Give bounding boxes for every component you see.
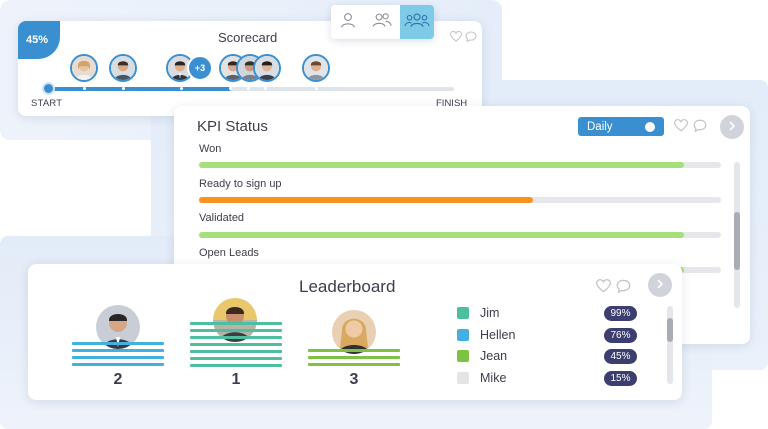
progress-badge: 45% [18, 21, 60, 59]
progress-start-knob [42, 82, 55, 95]
avatar[interactable] [253, 54, 281, 82]
leaderboard-legend-item[interactable]: Hellen [457, 328, 515, 342]
podium-rank: 3 [349, 371, 359, 388]
kpi-bar-fill [199, 232, 685, 238]
legend-percent-badge: 15% [604, 371, 637, 386]
leaderboard-scrollbar[interactable] [667, 306, 673, 384]
podium-rank: 2 [113, 371, 123, 388]
podium-stripe [72, 363, 164, 366]
comment-icon[interactable] [465, 31, 477, 42]
comment-icon[interactable] [693, 119, 707, 132]
daily-toggle[interactable]: Daily [578, 117, 664, 136]
legend-swatch [457, 372, 469, 384]
scorecard-actions [450, 31, 477, 42]
legend-name: Mike [480, 371, 507, 385]
kpi-row-label: Validated [199, 212, 245, 224]
podium-rank: 1 [231, 371, 241, 388]
kpi-bar [199, 232, 721, 238]
leaderboard-title: Leaderboard [299, 277, 396, 296]
kpi-row-label: Won [199, 143, 222, 155]
legend-name: Jim [480, 306, 500, 320]
podium-stripe [190, 350, 282, 353]
heart-icon[interactable] [674, 119, 688, 132]
podium-stripe [190, 343, 282, 346]
leaderboard-scrollbar-thumb[interactable] [667, 318, 673, 342]
leaderboard-legend-item[interactable]: Jean [457, 349, 507, 363]
team-view-button[interactable] [399, 5, 434, 39]
start-label: START [31, 98, 63, 109]
podium-stripe [190, 364, 282, 367]
two-users-view-button[interactable] [365, 5, 399, 39]
legend-swatch [457, 350, 469, 362]
team-icon [404, 11, 430, 34]
leaderboard-legend-item[interactable]: Mike [457, 371, 506, 385]
milestone-dot [122, 87, 125, 90]
finish-label: FINISH [436, 98, 468, 109]
legend-percent-badge: 45% [604, 349, 637, 364]
chevron-right-icon [655, 276, 665, 294]
podium-avatar-rank-3[interactable] [332, 310, 376, 354]
kpi-row-label: Open Leads [199, 247, 259, 259]
heart-icon[interactable] [596, 279, 611, 293]
kpi-next-button[interactable] [720, 115, 744, 139]
avatar[interactable] [109, 54, 137, 82]
podium-stripe [72, 356, 164, 359]
podium-stripe [190, 322, 282, 325]
kpi-bar [199, 197, 721, 203]
more-participants-badge[interactable]: +3 [187, 55, 213, 81]
leaderboard-next-button[interactable] [648, 273, 672, 297]
kpi-scrollbar[interactable] [734, 162, 740, 308]
milestone-dot [264, 87, 267, 90]
legend-swatch [457, 329, 469, 341]
leaderboard-card: Leaderboard 2 1 3 Jim 9 [28, 264, 682, 400]
milestone-dot [83, 87, 86, 90]
podium-stripe [308, 363, 400, 366]
podium-stripe [308, 356, 400, 359]
kpi-scrollbar-thumb[interactable] [734, 212, 740, 270]
podium-avatar-rank-2[interactable] [96, 305, 140, 349]
kpi-row-label: Ready to sign up [199, 178, 282, 190]
kpi-actions [674, 119, 707, 132]
milestone-dot [180, 87, 183, 90]
kpi-bar-fill [199, 197, 534, 203]
two-users-icon [371, 11, 393, 34]
progress-track [48, 87, 454, 91]
podium-stripe [190, 357, 282, 360]
progress-fill [48, 87, 231, 91]
leaderboard-actions [596, 279, 631, 293]
kpi-bar-fill [199, 162, 685, 168]
comment-icon[interactable] [616, 279, 631, 293]
toggle-knob [645, 121, 655, 132]
legend-name: Jean [480, 349, 508, 363]
chevron-right-icon [727, 118, 737, 136]
heart-icon[interactable] [450, 31, 462, 42]
daily-toggle-label: Daily [587, 120, 613, 133]
legend-swatch [457, 307, 469, 319]
avatar[interactable] [70, 54, 98, 82]
podium-stripe [190, 329, 282, 332]
single-user-icon [339, 11, 357, 34]
podium-stripe [190, 336, 282, 339]
milestone-dot [247, 87, 250, 90]
kpi-bar [199, 162, 721, 168]
legend-percent-badge: 76% [604, 328, 637, 343]
leaderboard-legend-item[interactable]: Jim [457, 306, 499, 320]
scorecard-title: Scorecard [218, 30, 278, 45]
milestone-dot [229, 87, 232, 90]
single-user-view-button[interactable] [331, 5, 365, 39]
kpi-status-title: KPI Status [197, 118, 268, 135]
podium-stripe [72, 342, 164, 345]
legend-name: Hellen [480, 328, 516, 342]
podium-stripe [72, 349, 164, 352]
view-mode-toggle [331, 5, 434, 39]
legend-percent-badge: 99% [604, 306, 637, 321]
podium-stripe [308, 349, 400, 352]
avatar[interactable] [302, 54, 330, 82]
milestone-dot [315, 87, 318, 90]
